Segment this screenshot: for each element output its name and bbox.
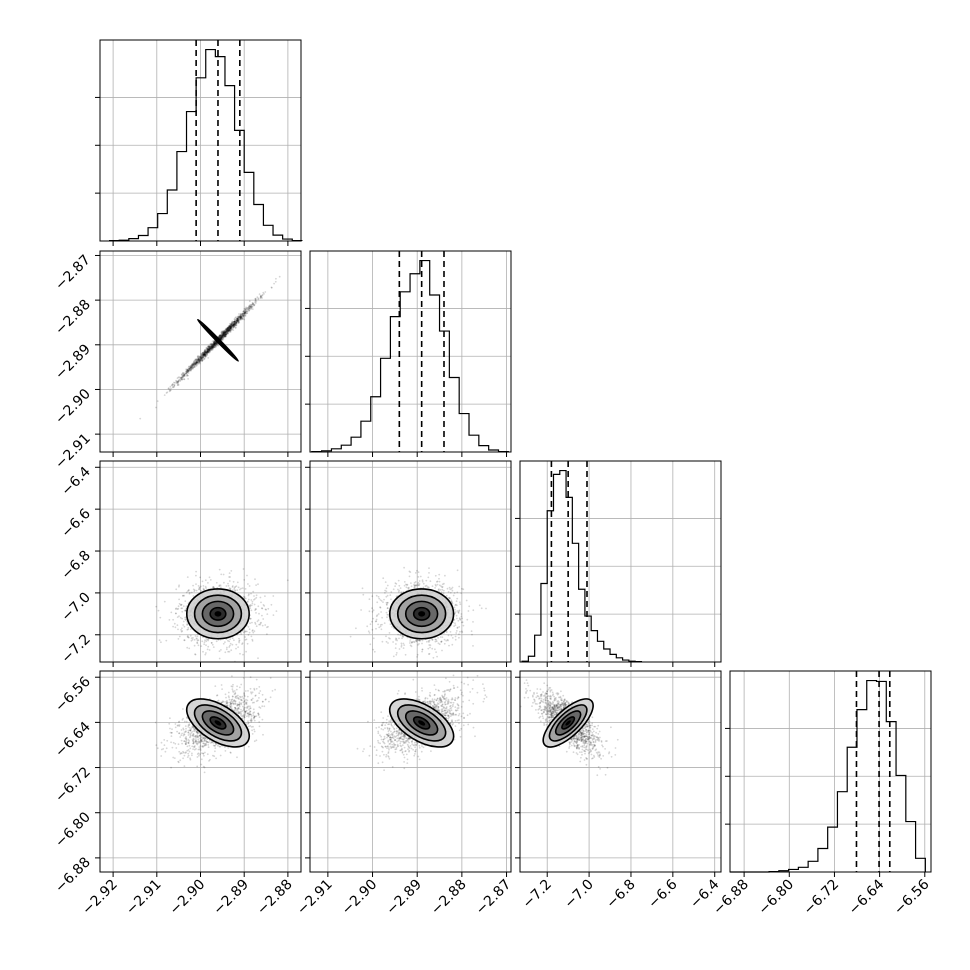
histogram-step-2 bbox=[311, 259, 509, 453]
y-tick-label: −7.2 bbox=[58, 631, 93, 666]
y-tick-label: −6.56 bbox=[52, 674, 94, 716]
histogram-grid-1 bbox=[100, 40, 301, 241]
y-tick-label: −6.64 bbox=[52, 719, 94, 761]
x-tick-label: −6.72 bbox=[801, 877, 843, 919]
y-tick-label: −2.90 bbox=[52, 386, 94, 428]
histogram-step-3 bbox=[521, 469, 643, 663]
density-grid bbox=[100, 671, 301, 872]
density-contours bbox=[196, 318, 239, 362]
contour-level bbox=[193, 704, 243, 742]
contour-level bbox=[412, 606, 431, 621]
contour-level bbox=[561, 716, 576, 730]
density-panel-3-4 bbox=[519, 670, 722, 873]
y-tick-label: −2.91 bbox=[52, 431, 94, 473]
contour-level bbox=[404, 600, 439, 628]
x-tick-label: −6.80 bbox=[755, 877, 797, 919]
histogram-panel-4 bbox=[725, 670, 932, 873]
y-tick-label: −6.72 bbox=[52, 764, 94, 806]
density-shading bbox=[186, 588, 250, 639]
contour-level bbox=[209, 716, 227, 730]
density-panel-1-3 bbox=[99, 460, 302, 663]
x-tick-label: −6.8 bbox=[603, 877, 638, 912]
y-tick-label: −6.80 bbox=[52, 809, 94, 851]
histogram-frame-3 bbox=[519, 460, 722, 663]
contour-level bbox=[201, 600, 235, 628]
histogram-grid-4 bbox=[730, 671, 931, 872]
contour-level bbox=[388, 698, 455, 748]
contour-level bbox=[185, 698, 250, 748]
density-shading bbox=[389, 588, 454, 639]
x-tick-label: −2.89 bbox=[210, 877, 252, 919]
y-tick-label: −2.88 bbox=[52, 297, 94, 339]
contour-level bbox=[209, 606, 227, 621]
density-contours bbox=[185, 588, 250, 640]
y-tick-label: −6.88 bbox=[52, 854, 94, 896]
x-tick-label: −2.88 bbox=[428, 877, 470, 919]
histogram-step-1 bbox=[109, 48, 303, 242]
contour-level bbox=[388, 588, 455, 640]
density-frame bbox=[309, 670, 512, 873]
x-tick-label: −2.91 bbox=[294, 877, 336, 919]
density-shading bbox=[389, 698, 454, 747]
x-tick-label: −2.91 bbox=[123, 877, 165, 919]
x-tick-label: −6.6 bbox=[645, 876, 680, 911]
density-frame bbox=[309, 460, 512, 663]
density-grid bbox=[520, 671, 721, 872]
density-contours bbox=[185, 698, 250, 748]
histogram-panel-2 bbox=[305, 250, 512, 453]
density-panel-2-3 bbox=[309, 460, 512, 663]
y-tick-label: −2.87 bbox=[52, 252, 94, 294]
y-tick-label: −2.89 bbox=[52, 341, 94, 383]
y-tick-label: −7.0 bbox=[58, 589, 93, 624]
histogram-panel-1 bbox=[95, 39, 303, 242]
contour-level bbox=[193, 594, 243, 634]
contour-level bbox=[196, 318, 239, 362]
x-tick-label: −2.90 bbox=[167, 877, 209, 919]
density-panel-2-4 bbox=[309, 670, 512, 873]
x-tick-label: −2.89 bbox=[383, 877, 425, 919]
histogram-step-4 bbox=[730, 679, 926, 873]
x-tick-label: −6.64 bbox=[846, 876, 888, 918]
histogram-panel-3 bbox=[515, 460, 722, 663]
y-tick-label: −6.8 bbox=[58, 548, 93, 583]
contour-level bbox=[412, 716, 431, 730]
density-panel-1-4 bbox=[99, 670, 302, 873]
x-tick-label: −7.0 bbox=[562, 877, 597, 912]
contour-level bbox=[554, 710, 582, 736]
contour-level bbox=[396, 704, 447, 742]
contour-level bbox=[396, 594, 447, 634]
density-panel-1-2 bbox=[99, 250, 302, 453]
contour-level bbox=[542, 698, 594, 748]
contour-level bbox=[185, 588, 250, 640]
x-tick-label: −2.90 bbox=[339, 877, 381, 919]
x-tick-label: −6.56 bbox=[891, 876, 933, 918]
y-tick-label: −6.6 bbox=[58, 506, 93, 541]
density-frame bbox=[519, 670, 722, 873]
x-tick-label: −2.88 bbox=[254, 877, 296, 919]
contour-level bbox=[404, 710, 439, 736]
density-contours bbox=[542, 698, 594, 748]
x-tick-label: −7.2 bbox=[520, 877, 555, 912]
density-grid bbox=[100, 251, 301, 452]
histogram-frame-4 bbox=[729, 670, 932, 873]
scatter-cloud bbox=[139, 275, 281, 420]
x-tick-label: −2.92 bbox=[79, 877, 121, 919]
histogram-grid-2 bbox=[310, 251, 511, 452]
histogram-frame-2 bbox=[309, 250, 512, 453]
x-tick-label: −2.87 bbox=[473, 877, 515, 919]
density-contours bbox=[388, 698, 455, 748]
contour-level bbox=[548, 704, 588, 742]
contour-level bbox=[201, 710, 235, 736]
density-shading bbox=[186, 698, 250, 747]
histogram-grid-3 bbox=[520, 461, 721, 662]
axes-ticks: −2.92 −2.91 −2.90 −2.89 −2.88−2.91 −2.90 −2.89… bbox=[52, 241, 933, 918]
density-contours bbox=[388, 588, 455, 640]
